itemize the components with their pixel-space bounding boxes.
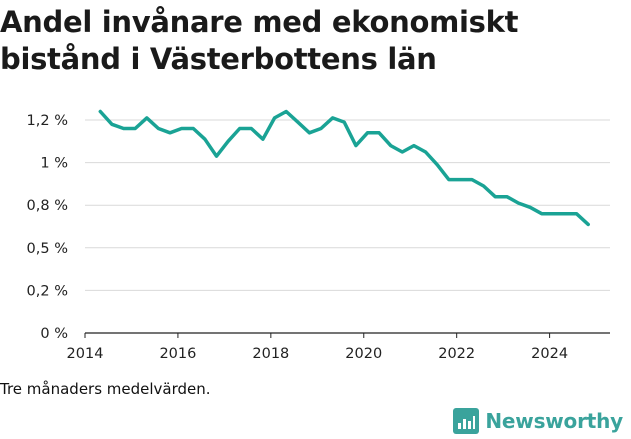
chart-note: Tre månaders medelvärden. — [0, 380, 211, 398]
series-line — [98, 109, 590, 227]
y-tick-label: 1,2 % — [27, 113, 68, 129]
brand-name: Newsworthy — [485, 409, 623, 433]
newsworthy-logo-icon — [453, 408, 480, 434]
y-axis: 0 % 0,2 % 0,5 % 0,8 % 1 % 1,2 % — [27, 113, 68, 342]
x-tick-label: 2024 — [531, 346, 568, 362]
chart-title: Andel invånare med ekonomiskt bistånd i … — [0, 5, 519, 76]
y-tick-label: 1 % — [40, 156, 68, 172]
x-axis: 2014 2016 2018 2020 2022 2024 — [67, 332, 610, 362]
line-chart: 2014 2016 2018 2020 2022 2024 0 % 0,2 % 0,5 % 0,… — [27, 109, 610, 362]
x-tick-label: 2022 — [438, 346, 475, 362]
x-tick-label: 2020 — [345, 346, 382, 362]
y-tick-label: 0,5 % — [27, 241, 68, 257]
x-tick-label: 2014 — [67, 346, 104, 362]
brand-logo: Newsworthy — [453, 408, 623, 434]
y-tick-label: 0 % — [40, 326, 68, 342]
y-tick-label: 0,8 % — [27, 198, 68, 214]
x-tick-label: 2018 — [252, 346, 289, 362]
gridlines — [85, 119, 610, 291]
y-tick-label: 0,2 % — [27, 283, 68, 299]
x-tick-label: 2016 — [159, 346, 196, 362]
series-group — [98, 109, 590, 227]
